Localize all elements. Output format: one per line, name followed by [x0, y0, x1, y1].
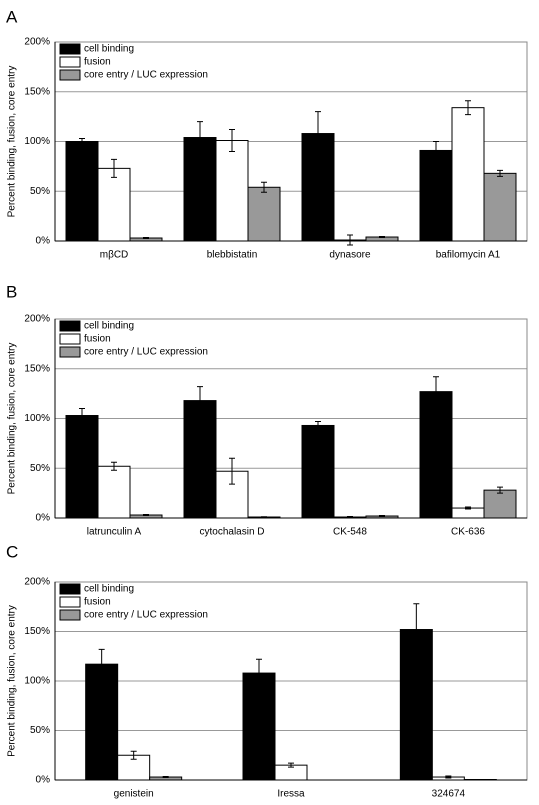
- x-tick-label: latrunculin A: [87, 527, 142, 538]
- y-tick-label: 0%: [36, 236, 51, 247]
- y-tick-label: 0%: [36, 775, 51, 786]
- panel-label: A: [6, 7, 18, 26]
- legend-swatch: [60, 334, 80, 344]
- legend-swatch: [60, 321, 80, 331]
- legend-swatch: [60, 70, 80, 80]
- y-tick-label: 50%: [30, 463, 50, 474]
- bar: [66, 416, 98, 518]
- y-tick-label: 100%: [24, 136, 50, 147]
- bar: [248, 187, 280, 241]
- bar: [243, 673, 275, 780]
- x-tick-label: 324674: [432, 789, 466, 800]
- bar: [420, 150, 452, 241]
- x-tick-label: mβCD: [100, 250, 129, 261]
- bar: [420, 392, 452, 518]
- y-tick-label: 200%: [24, 577, 50, 588]
- error-bar: [143, 238, 149, 239]
- panel-label: C: [6, 542, 18, 561]
- legend-label: core entry / LUC expression: [84, 347, 208, 358]
- legend-label: fusion: [84, 334, 111, 345]
- bar: [66, 142, 98, 242]
- error-bar: [347, 517, 353, 518]
- y-tick-label: 150%: [24, 626, 50, 637]
- y-axis-label: Percent binding, fusion, core entry: [7, 66, 18, 218]
- legend-swatch: [60, 347, 80, 357]
- legend-swatch: [60, 584, 80, 594]
- bar: [452, 108, 484, 241]
- bar: [484, 490, 516, 518]
- y-tick-label: 50%: [30, 725, 50, 736]
- bar: [98, 168, 130, 241]
- y-tick-label: 100%: [24, 413, 50, 424]
- error-bar: [379, 516, 385, 517]
- legend-label: fusion: [84, 57, 111, 68]
- bar: [184, 401, 216, 518]
- x-tick-label: dynasore: [329, 250, 371, 261]
- legend-label: cell binding: [84, 44, 134, 55]
- bar: [302, 425, 334, 518]
- bar: [86, 664, 118, 780]
- error-bar: [379, 237, 385, 238]
- y-tick-label: 150%: [24, 86, 50, 97]
- y-tick-label: 100%: [24, 676, 50, 687]
- y-tick-label: 200%: [24, 37, 50, 48]
- legend-swatch: [60, 610, 80, 620]
- bar: [216, 141, 248, 241]
- bar: [484, 173, 516, 241]
- x-tick-label: CK-548: [333, 527, 367, 538]
- legend-label: fusion: [84, 597, 111, 608]
- legend-label: core entry / LUC expression: [84, 610, 208, 621]
- y-tick-label: 50%: [30, 186, 50, 197]
- bar: [98, 466, 130, 518]
- x-tick-label: genistein: [114, 789, 154, 800]
- y-tick-label: 0%: [36, 513, 51, 524]
- error-bar: [261, 517, 267, 518]
- x-tick-label: bafilomycin A1: [436, 250, 501, 261]
- x-tick-label: CK-636: [451, 527, 485, 538]
- error-bar: [163, 777, 169, 778]
- x-tick-label: Iressa: [277, 789, 305, 800]
- y-tick-label: 150%: [24, 363, 50, 374]
- panel-label: B: [6, 282, 17, 301]
- x-tick-label: cytochalasin D: [199, 527, 264, 538]
- legend-swatch: [60, 57, 80, 67]
- legend-label: core entry / LUC expression: [84, 70, 208, 81]
- legend-label: cell binding: [84, 584, 134, 595]
- legend-swatch: [60, 44, 80, 54]
- legend-label: cell binding: [84, 321, 134, 332]
- y-axis-label: Percent binding, fusion, core entry: [7, 343, 18, 495]
- legend-swatch: [60, 597, 80, 607]
- error-bar: [143, 515, 149, 516]
- y-axis-label: Percent binding, fusion, core entry: [7, 605, 18, 757]
- y-tick-label: 200%: [24, 314, 50, 325]
- x-tick-label: blebbistatin: [207, 250, 258, 261]
